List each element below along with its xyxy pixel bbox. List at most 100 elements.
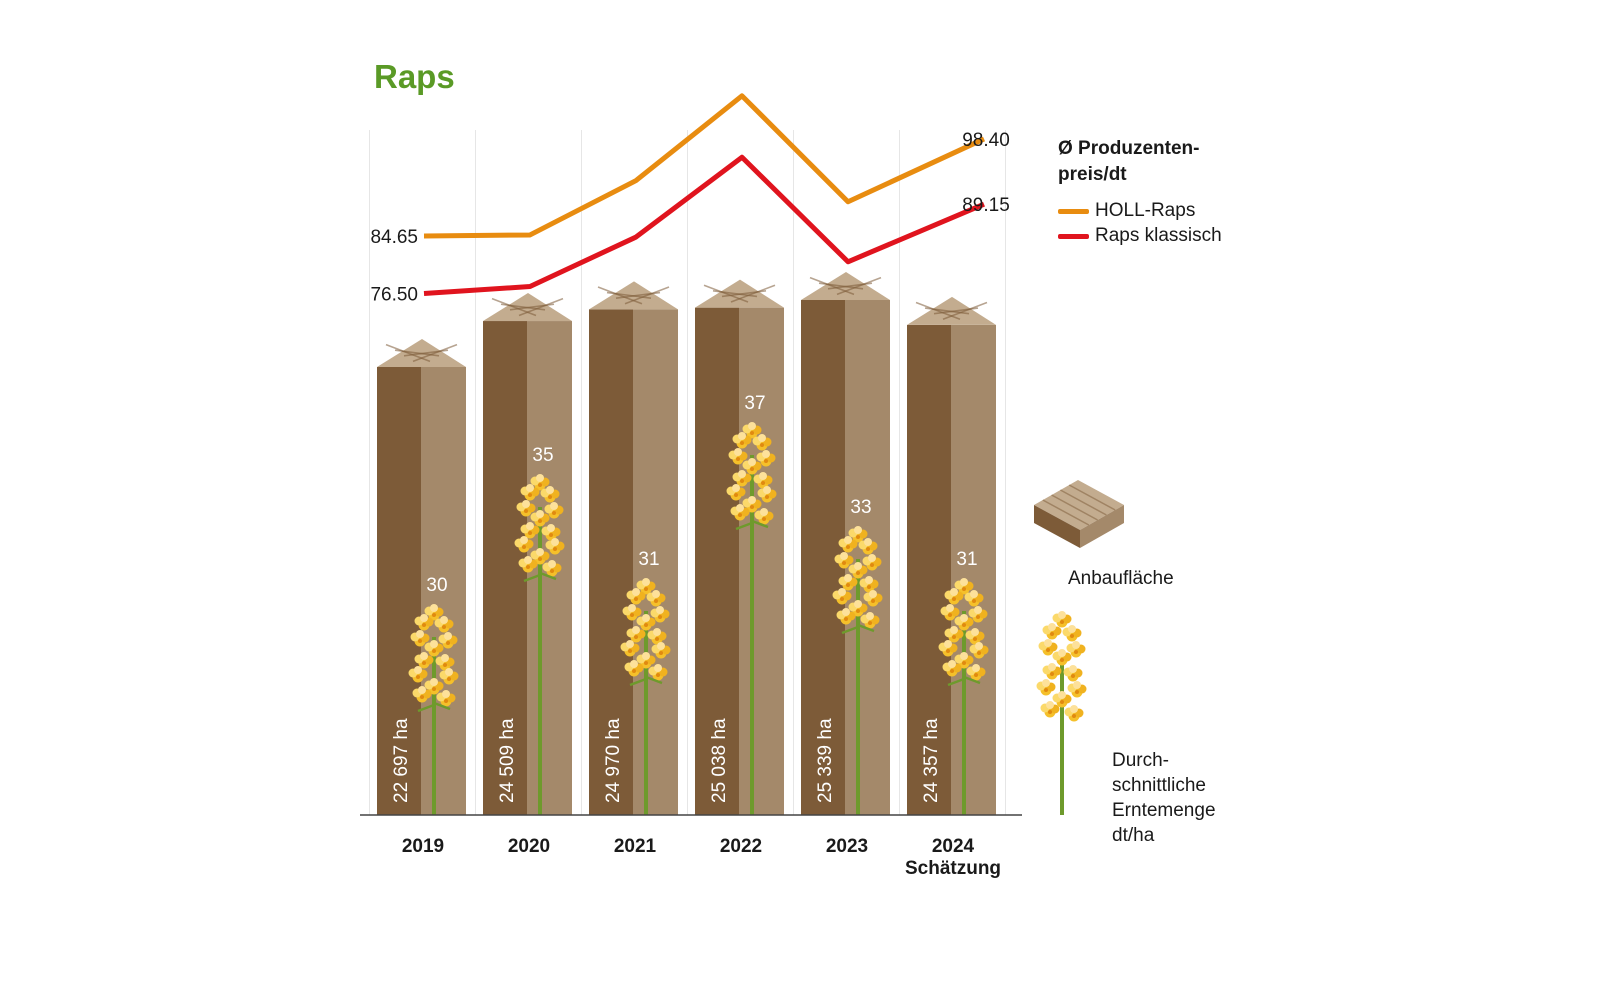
- legend-yield-label: Durch- schnittliche Erntemenge dt/ha: [1112, 748, 1216, 848]
- area-value-label: 25 038 ha: [709, 718, 730, 803]
- price-label-start: 76.50: [370, 285, 418, 306]
- yield-value-label: 30: [426, 575, 447, 596]
- plant-branch: [841, 625, 859, 635]
- plant-branch: [433, 701, 451, 711]
- legend-item-raps-klassisch: Raps klassisch: [1058, 224, 1222, 248]
- bar-top-stripe: [518, 297, 564, 317]
- icon-flower: [1064, 705, 1084, 722]
- plant-branch: [947, 677, 965, 687]
- icon-side: [1080, 505, 1124, 548]
- area-value-label: 24 970 ha: [603, 718, 624, 803]
- plant-branch: [735, 521, 753, 531]
- bar-top-stripe: [942, 301, 988, 321]
- rapeseed-flower-icon: [1036, 611, 1087, 815]
- bar-group: 24 970 ha 31: [589, 281, 678, 815]
- plant-branch: [523, 573, 541, 583]
- legend-price-title: Ø Produzenten-preis/dt: [1058, 138, 1200, 185]
- bar-top-stripe: [809, 276, 855, 296]
- plant-branch: [645, 675, 663, 685]
- icon-flower: [1063, 665, 1083, 682]
- icon-stripe: [1060, 489, 1107, 516]
- price-label-end: 98.40: [962, 130, 1010, 151]
- plant-branch: [857, 623, 875, 633]
- price-label-start: 84.65: [370, 227, 418, 248]
- area-value-label: 24 357 ha: [921, 718, 942, 803]
- bar-front-face: [483, 321, 527, 815]
- x-tick-label: 2021: [613, 836, 657, 857]
- icon-flower: [1062, 625, 1082, 642]
- icon-flower: [1067, 681, 1087, 698]
- legend-yield-line: dt/ha: [1112, 825, 1155, 846]
- bar-group: 22 697 ha 30: [377, 339, 466, 815]
- bar-group: 25 339 ha 33: [801, 272, 890, 815]
- yield-value-label: 31: [638, 549, 659, 570]
- rapeseed-plant: [408, 604, 459, 815]
- bar-side-face: [421, 367, 466, 815]
- bar-top-stripe: [730, 284, 776, 303]
- x-tick-label: 2020: [507, 836, 551, 857]
- price-lines: 84.65 98.40 76.50 89.15: [370, 93, 1010, 306]
- yield-value-label: 35: [532, 445, 553, 466]
- icon-flower: [1042, 663, 1062, 680]
- bar-top-stripe: [624, 286, 670, 305]
- plant-branch: [751, 519, 769, 529]
- legend-item-holl-raps: HOLL-Raps: [1058, 199, 1195, 223]
- bar-front-face: [907, 324, 951, 815]
- yield-value-label: 31: [956, 549, 977, 570]
- chart-title: Raps: [374, 58, 455, 95]
- legend-label-klassisch: Raps klassisch: [1095, 225, 1222, 246]
- bar-top-stripe: [836, 276, 882, 296]
- icon-flower: [1040, 701, 1060, 718]
- bar-top-stripe: [491, 297, 537, 317]
- bar-group: 25 038 ha 37: [695, 279, 784, 815]
- plant-branch: [417, 703, 435, 713]
- bar-front-face: [695, 307, 739, 815]
- bar-side-face: [633, 309, 678, 815]
- price-line: [423, 93, 986, 239]
- bar-top-stripe: [597, 286, 643, 305]
- rapeseed-plant: [726, 422, 777, 815]
- icon-stripe: [1068, 484, 1116, 511]
- plant-branch: [963, 675, 981, 685]
- plant-branch: [629, 677, 647, 687]
- bar-top-stripe: [412, 343, 458, 363]
- x-tick-label: 2022: [719, 836, 763, 857]
- x-tick-label: 2023: [825, 836, 869, 857]
- yield-value-label: 37: [744, 393, 765, 414]
- bar-side-face: [739, 307, 784, 815]
- rapeseed-plant: [620, 578, 671, 815]
- icon-stripe: [1051, 494, 1098, 521]
- bar-front-face: [589, 309, 633, 815]
- legend-yield-line: Durch-: [1112, 750, 1170, 771]
- bar-group: 24 357 ha 31: [907, 296, 996, 815]
- icon-front: [1034, 505, 1080, 548]
- plant-branch: [539, 571, 557, 581]
- yield-value-label: 33: [850, 497, 871, 518]
- icon-top: [1034, 480, 1124, 530]
- price-label-end: 89.15: [962, 195, 1010, 216]
- area-value-label: 22 697 ha: [391, 718, 412, 803]
- price-line: [423, 154, 985, 297]
- field-block-icon: [1034, 480, 1124, 548]
- legend-yield-line: Erntemenge: [1112, 800, 1216, 821]
- rapeseed-plant: [832, 526, 883, 815]
- legend-area-label: Anbaufläche: [1068, 568, 1174, 589]
- legend-label-holl: HOLL-Raps: [1095, 200, 1196, 221]
- bar-side-face: [951, 324, 996, 815]
- bars: 22 697 ha 30 24 509 ha 35 24 970 ha 31 25 038 …: [377, 272, 996, 815]
- rapeseed-plant: [514, 474, 565, 815]
- legend-icons: [1034, 480, 1124, 815]
- rapeseed-plant: [938, 578, 989, 815]
- legend-swatch-holl: [1058, 208, 1089, 214]
- grid-lines: [369, 130, 1006, 815]
- bar-top-stripe: [915, 301, 961, 321]
- bar-front-face: [377, 367, 421, 815]
- bar-top-stripe: [703, 284, 749, 303]
- area-value-label: 24 509 ha: [497, 718, 518, 803]
- icon-stripe: [1042, 499, 1090, 526]
- legend-swatch-klassisch: [1058, 233, 1089, 239]
- legend-yield-line: schnittliche: [1112, 775, 1206, 796]
- x-tick-label: 2024 Schätzung: [904, 836, 1002, 879]
- icon-flower: [1036, 679, 1056, 696]
